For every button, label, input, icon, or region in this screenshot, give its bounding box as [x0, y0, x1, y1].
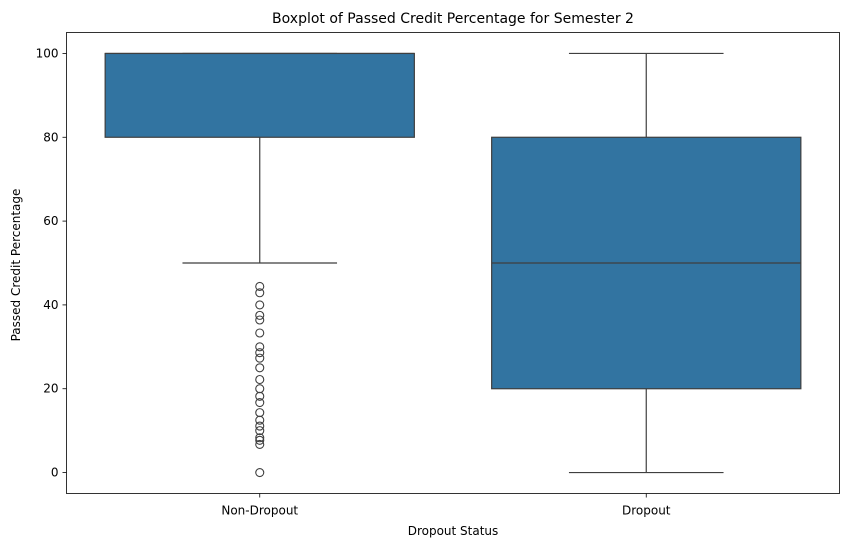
outlier-point [255, 421, 265, 431]
x-tick-label: Non-Dropout [221, 504, 298, 518]
outlier-point [255, 310, 265, 320]
y-tick-label: 40 [43, 298, 58, 312]
outlier-point [255, 435, 265, 445]
outlier-point [255, 300, 265, 310]
outlier-point [255, 348, 265, 358]
outlier-point [255, 353, 265, 363]
y-axis-label: Passed Credit Percentage [9, 189, 23, 342]
outlier-point [255, 398, 265, 408]
outlier-point [255, 415, 265, 425]
x-tick-label: Dropout [622, 504, 671, 518]
y-tick-label: 20 [43, 382, 58, 396]
box-iqr [104, 52, 415, 138]
outlier-point [255, 426, 265, 436]
outlier-point [255, 467, 265, 478]
outlier-point [255, 281, 265, 292]
outlier-point [255, 384, 265, 394]
outlier-point [255, 433, 265, 443]
y-tick-label: 80 [43, 130, 58, 144]
plot-area: 0 20 40 60 80 100 Non-Dropout Dropout [36, 46, 802, 518]
outlier-point [255, 439, 265, 450]
plot-frame [66, 32, 840, 494]
outlier-point [255, 374, 265, 385]
outlier-point [255, 408, 265, 418]
outlier-point [255, 328, 265, 338]
outlier-point [255, 315, 265, 325]
x-axis-label: Dropout Status [408, 524, 499, 538]
y-tick-label: 100 [36, 46, 59, 60]
outlier-point [255, 363, 265, 373]
y-tick-label: 60 [43, 214, 58, 228]
outlier-point [255, 288, 265, 298]
y-tick-label: 0 [51, 466, 59, 480]
outlier-point [255, 342, 265, 352]
chart-title: Boxplot of Passed Credit Percentage for … [272, 11, 634, 27]
